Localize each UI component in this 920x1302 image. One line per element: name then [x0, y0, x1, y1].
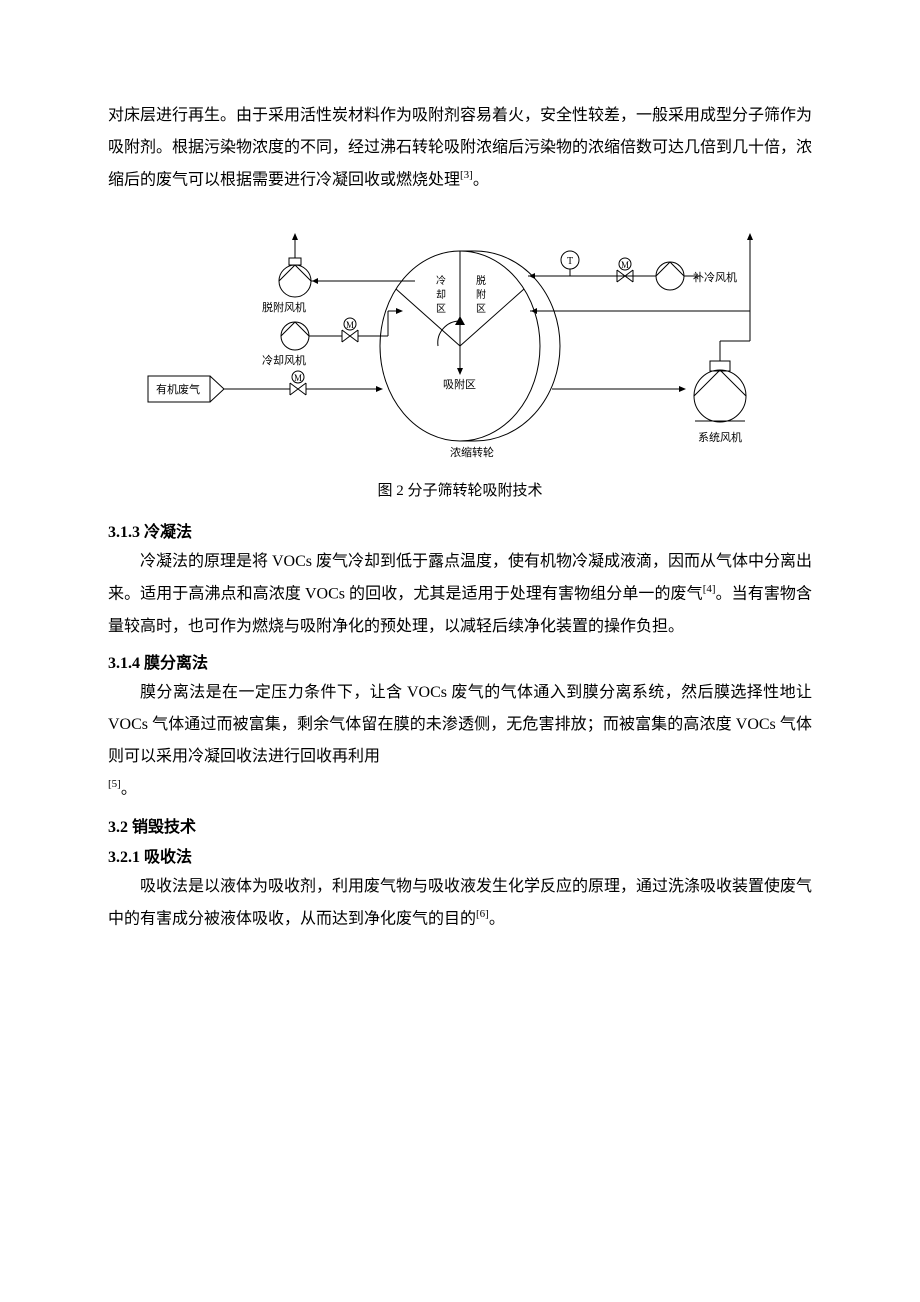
system-fan: 系统风机 — [552, 311, 750, 444]
system-fan-label: 系统风机 — [698, 430, 742, 444]
supplement-fan-label: 补冷风机 — [693, 270, 737, 284]
adsorption-zone-label: 吸附区 — [443, 377, 476, 391]
concentration-wheel-label: 浓缩转轮 — [450, 445, 494, 459]
p4-end: 。 — [489, 910, 505, 927]
figure-2-caption: 图 2 分子筛转轮吸附技术 — [108, 479, 812, 500]
heading-313: 3.1.3 冷凝法 — [108, 518, 812, 542]
paragraph-1: 对床层进行再生。由于采用活性炭材料作为吸附剂容易着火，安全性较差，一般采用成型分… — [108, 100, 812, 196]
p3-ref: [5] — [108, 778, 121, 790]
valve-m2: M — [294, 373, 302, 383]
p3-text: 膜分离法是在一定压力条件下，让含 VOCs 废气的气体通入到膜分离系统，然后膜选… — [108, 684, 812, 765]
desorption-zone-3: 区 — [476, 303, 486, 315]
temp-sensor-label: T — [567, 256, 573, 267]
cooling-zone-3: 区 — [436, 303, 446, 315]
cooling-zone-2: 却 — [436, 289, 446, 301]
desorption-zone-1: 脱 — [476, 274, 486, 287]
p2-ref: [4] — [703, 583, 716, 595]
rotor-wheel: 冷 却 区 脱 附 区 吸附区 浓缩转轮 — [380, 251, 560, 459]
right-branch-top: T M 补冷风机 — [528, 251, 737, 290]
figure-svg: 冷 却 区 脱 附 区 吸附区 浓缩转轮 脱附风机 — [140, 216, 780, 466]
p3-end: 。 — [121, 780, 137, 797]
paragraph-2: 冷凝法的原理是将 VOCs 废气冷却到低于露点温度，使有机物冷凝成液滴，因而从气… — [108, 546, 812, 642]
organic-gas-inlet: 有机废气 M — [148, 371, 382, 402]
valve-m3: M — [621, 260, 629, 270]
p4-ref: [6] — [476, 908, 489, 920]
paragraph-3: 膜分离法是在一定压力条件下，让含 VOCs 废气的气体通入到膜分离系统，然后膜选… — [108, 677, 812, 805]
heading-321: 3.2.1 吸收法 — [108, 843, 812, 867]
figure-2: 冷 却 区 脱 附 区 吸附区 浓缩转轮 脱附风机 — [108, 216, 812, 471]
heading-32: 3.2 销毁技术 — [108, 813, 812, 837]
desorption-zone-2: 附 — [476, 288, 486, 301]
p4-text: 吸收法是以液体为吸收剂，利用废气物与吸收液发生化学反应的原理，通过洗涤吸收装置使… — [108, 878, 812, 927]
p1-ref: [3] — [460, 169, 473, 181]
cooling-zone-1: 冷 — [436, 274, 446, 287]
paragraph-4: 吸收法是以液体为吸收剂，利用废气物与吸收液发生化学反应的原理，通过洗涤吸收装置使… — [108, 871, 812, 935]
organic-gas-label: 有机废气 — [156, 382, 200, 396]
heading-314: 3.1.4 膜分离法 — [108, 649, 812, 673]
p1-end: 。 — [473, 171, 489, 188]
page-content: 对床层进行再生。由于采用活性炭材料作为吸附剂容易着火，安全性较差，一般采用成型分… — [0, 0, 920, 1015]
desorption-fan-label: 脱附风机 — [262, 300, 306, 314]
cooling-fan-label: 冷却风机 — [262, 353, 306, 367]
valve-m1: M — [346, 320, 354, 330]
